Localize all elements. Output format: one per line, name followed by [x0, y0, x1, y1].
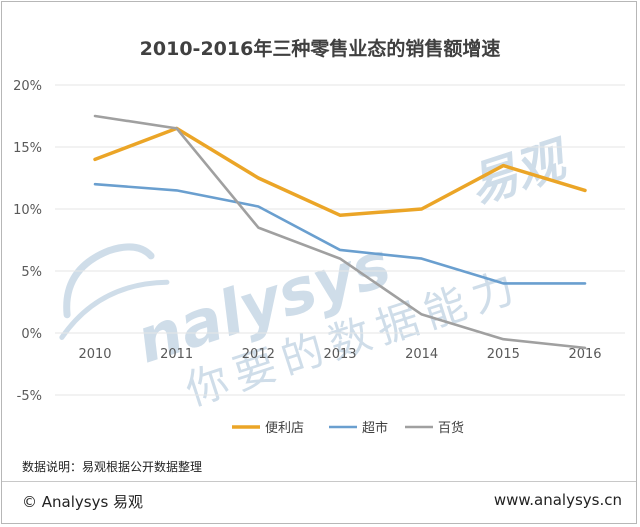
x-tick-label: 2014	[405, 347, 438, 362]
y-axis-ticks: 20% 15% 10% 5% 0% -5%	[13, 79, 42, 404]
series-line-2	[93, 182, 587, 285]
x-axis-ticks: 2010 2011 2012 2013 2014 2015 2016	[78, 347, 601, 362]
x-tick-label: 2015	[487, 347, 520, 362]
x-tick-label: 2013	[323, 347, 356, 362]
x-tick-label: 2016	[568, 347, 601, 362]
series-line-3	[93, 114, 587, 350]
y-tick-label: 5%	[21, 265, 42, 280]
watermark-logo-icon	[59, 243, 170, 340]
y-tick-label: 10%	[13, 203, 42, 218]
y-tick-label: -5%	[17, 389, 42, 404]
legend: 便利店 超市 百货	[232, 420, 464, 436]
x-tick-label: 2010	[78, 347, 111, 362]
watermark-brand-cn: 易观	[463, 130, 577, 215]
website-link[interactable]: www.analysys.cn	[493, 491, 622, 509]
y-tick-label: 15%	[13, 141, 42, 156]
y-tick-label: 20%	[13, 79, 42, 94]
watermark: nalysys 易观 你要的数据能力	[59, 130, 577, 415]
copyright-text: © Analysys 易观	[22, 493, 144, 511]
footer-bar	[2, 481, 636, 524]
x-tick-label: 2012	[242, 347, 275, 362]
legend-label: 便利店	[265, 421, 304, 436]
series-lines	[93, 114, 587, 350]
legend-label: 百货	[438, 420, 464, 436]
grid-lines	[55, 84, 625, 396]
legend-label: 超市	[362, 420, 388, 436]
x-tick-label: 2011	[160, 347, 193, 362]
data-note: 数据说明：易观根据公开数据整理	[22, 460, 203, 474]
y-tick-label: 0%	[21, 327, 42, 342]
chart-title: 2010-2016年三种零售业态的销售额增速	[140, 37, 501, 60]
